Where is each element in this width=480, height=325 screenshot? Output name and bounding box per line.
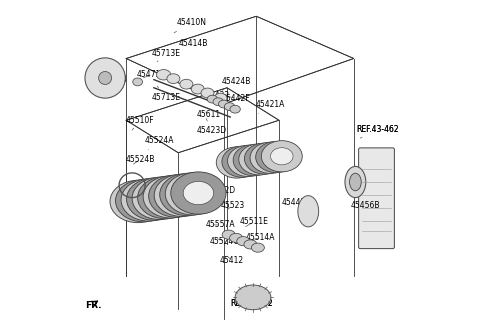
Text: 45421A: 45421A — [256, 100, 285, 114]
Text: 45471A: 45471A — [137, 70, 166, 79]
Ellipse shape — [128, 189, 158, 212]
Ellipse shape — [265, 149, 288, 166]
Ellipse shape — [138, 176, 193, 219]
Ellipse shape — [139, 188, 169, 211]
Ellipse shape — [191, 84, 204, 94]
Ellipse shape — [150, 186, 180, 209]
Ellipse shape — [345, 166, 366, 198]
Text: FR.: FR. — [85, 301, 102, 310]
Ellipse shape — [207, 95, 217, 103]
Text: 45524A: 45524A — [145, 136, 175, 150]
Ellipse shape — [253, 150, 276, 167]
Ellipse shape — [216, 147, 257, 178]
Ellipse shape — [98, 72, 112, 84]
Ellipse shape — [222, 146, 263, 177]
Text: REF.43-453: REF.43-453 — [84, 75, 127, 84]
Ellipse shape — [180, 79, 193, 89]
Text: 45511E: 45511E — [240, 217, 268, 227]
Text: 45514A: 45514A — [246, 233, 276, 242]
Ellipse shape — [237, 152, 259, 170]
Text: REF.43-452: REF.43-452 — [230, 299, 273, 308]
Ellipse shape — [156, 70, 171, 80]
Ellipse shape — [230, 105, 240, 113]
Ellipse shape — [256, 141, 297, 173]
Ellipse shape — [233, 145, 274, 176]
Text: 45423D: 45423D — [197, 119, 227, 135]
Text: 45443T: 45443T — [282, 198, 311, 210]
Ellipse shape — [259, 149, 282, 166]
Text: 45510F: 45510F — [126, 116, 154, 130]
Ellipse shape — [167, 74, 180, 84]
FancyBboxPatch shape — [359, 148, 395, 249]
Ellipse shape — [218, 100, 229, 108]
Ellipse shape — [133, 78, 143, 86]
Ellipse shape — [165, 173, 220, 215]
Ellipse shape — [133, 188, 164, 212]
Ellipse shape — [122, 190, 153, 213]
Text: 45557A: 45557A — [206, 220, 236, 229]
Text: 45523: 45523 — [220, 201, 245, 210]
Text: REF.43-462: REF.43-462 — [356, 125, 399, 135]
Ellipse shape — [213, 98, 223, 106]
Ellipse shape — [161, 185, 192, 208]
Text: 45442F: 45442F — [222, 94, 251, 103]
Ellipse shape — [116, 180, 171, 222]
Ellipse shape — [160, 174, 215, 216]
Ellipse shape — [132, 177, 187, 220]
Ellipse shape — [127, 178, 182, 220]
Ellipse shape — [149, 175, 204, 217]
Ellipse shape — [144, 187, 175, 210]
Ellipse shape — [261, 141, 302, 172]
Ellipse shape — [228, 145, 268, 176]
Text: 45424B: 45424B — [221, 77, 251, 90]
Ellipse shape — [235, 285, 271, 310]
Ellipse shape — [252, 243, 264, 252]
Text: 45456B: 45456B — [350, 191, 380, 210]
Ellipse shape — [271, 148, 293, 165]
Ellipse shape — [231, 153, 253, 170]
Ellipse shape — [244, 143, 286, 174]
Ellipse shape — [225, 103, 235, 111]
Text: 45422: 45422 — [205, 91, 229, 100]
Text: 45524B: 45524B — [126, 155, 155, 164]
Ellipse shape — [167, 184, 197, 207]
Ellipse shape — [229, 233, 242, 242]
Text: REF.43-452: REF.43-452 — [230, 299, 273, 308]
Ellipse shape — [183, 181, 214, 205]
Text: 45713E: 45713E — [152, 86, 180, 102]
Ellipse shape — [171, 172, 226, 214]
Ellipse shape — [298, 196, 319, 227]
Ellipse shape — [121, 179, 176, 221]
Ellipse shape — [226, 154, 248, 171]
Ellipse shape — [244, 240, 257, 249]
Ellipse shape — [143, 176, 198, 218]
Ellipse shape — [172, 183, 203, 206]
Ellipse shape — [178, 182, 208, 205]
Text: 45542D: 45542D — [206, 186, 236, 198]
Ellipse shape — [242, 151, 265, 169]
Text: 45524C: 45524C — [210, 237, 240, 246]
Ellipse shape — [248, 151, 271, 168]
Text: 45412: 45412 — [220, 256, 244, 265]
Text: 45611: 45611 — [197, 110, 221, 119]
Ellipse shape — [154, 174, 209, 216]
Ellipse shape — [110, 180, 165, 223]
Ellipse shape — [201, 88, 214, 98]
Text: REF.43-462: REF.43-462 — [356, 125, 399, 138]
Text: REF.43-453: REF.43-453 — [84, 75, 127, 88]
Ellipse shape — [239, 144, 280, 175]
Ellipse shape — [85, 58, 125, 98]
Text: 45410N: 45410N — [174, 18, 206, 33]
Ellipse shape — [250, 142, 291, 174]
Text: 45414B: 45414B — [173, 39, 208, 50]
Ellipse shape — [156, 185, 186, 209]
Ellipse shape — [349, 173, 361, 191]
Ellipse shape — [237, 237, 250, 246]
Ellipse shape — [222, 230, 235, 239]
Text: 45713E: 45713E — [152, 49, 180, 62]
Ellipse shape — [214, 93, 227, 103]
